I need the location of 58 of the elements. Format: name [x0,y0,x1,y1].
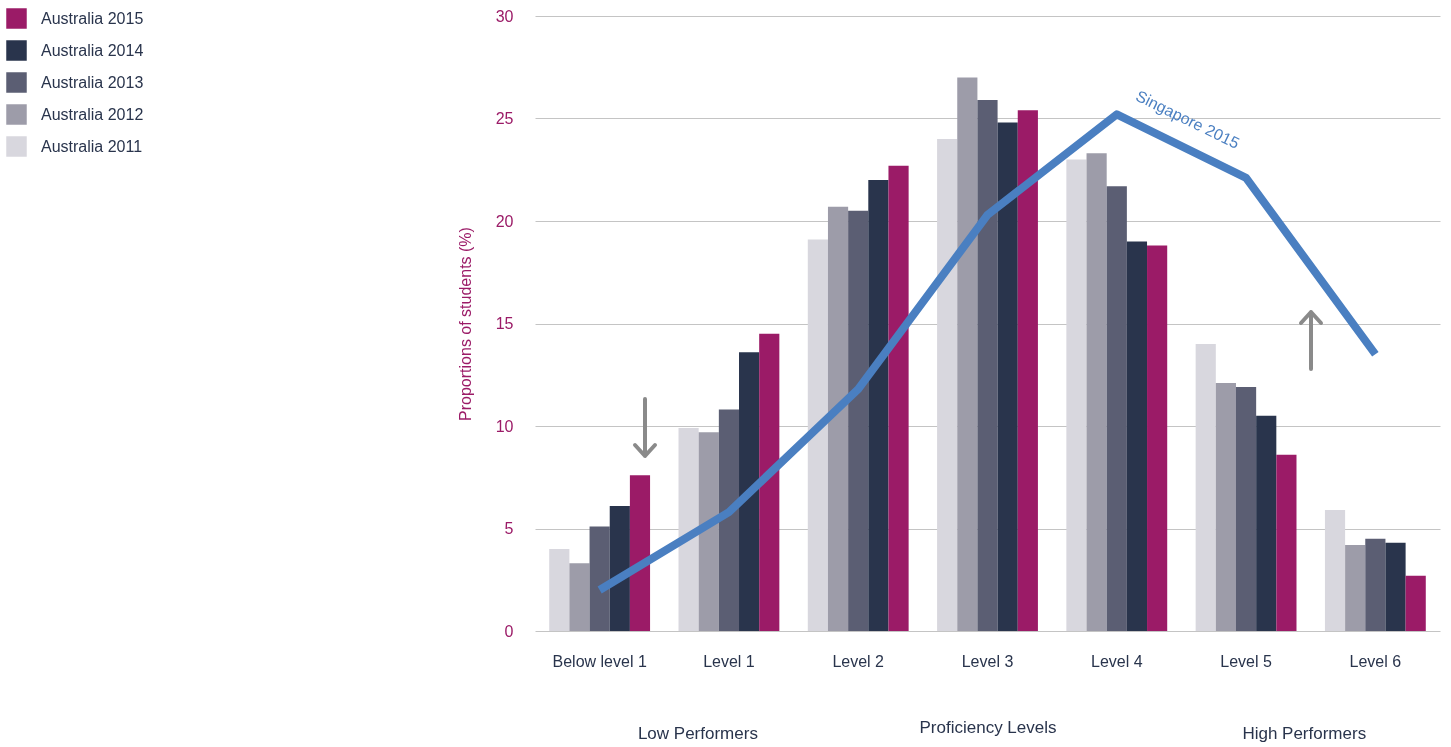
bar [569,563,590,631]
bar [698,432,719,631]
bar [678,428,699,631]
x-axis-title: Proficiency Levels [919,717,1057,737]
y-tick-label: 10 [495,417,514,435]
bar [589,526,610,631]
bar [848,210,869,631]
bar [868,180,889,631]
bar [739,352,760,631]
bar [1235,387,1257,631]
legend-label: Australia 2014 [41,41,144,59]
y-tick-label: 5 [504,520,514,537]
x-tick-label: Level 2 [832,652,885,670]
legend-label: Australia 2015 [41,9,144,27]
bar [629,475,651,631]
bar [1066,159,1087,631]
legend-label: Australia 2013 [41,73,144,91]
x-tick-label: Level 1 [703,652,755,670]
bar [1405,575,1426,631]
bar [609,505,630,631]
bar [718,409,740,631]
y-tick-label: 30 [495,7,514,25]
bar [1195,344,1216,631]
bar [759,333,780,631]
bar [1324,510,1346,631]
legend-label: Australia 2012 [41,105,144,123]
text: High Performers [1242,724,1367,743]
bar [1345,544,1366,631]
y-tick-label: 15 [495,315,514,332]
bar [937,139,958,631]
y-tick-label: 20 [495,212,514,230]
bar [1365,538,1386,631]
bar [1017,110,1038,631]
bar [1215,382,1236,631]
x-tick-label: Level 3 [961,652,1014,670]
bar [977,100,998,631]
bar [1086,153,1107,631]
bar [888,165,909,631]
y-tick-label: 25 [495,110,514,127]
bar [1385,542,1406,631]
text: Low Performers [637,724,758,743]
x-tick-label: Below level 1 [552,652,647,670]
bar [807,239,828,631]
bar [1276,454,1297,631]
bar [827,206,849,631]
bar [997,122,1018,631]
bar [549,549,570,631]
x-tick-label: Level 5 [1220,652,1272,670]
x-tick-label: Level 4 [1090,652,1143,670]
bar [1256,415,1277,631]
y-axis-title: Proportions of students (%) [456,227,474,421]
x-tick-label: Level 6 [1349,652,1402,670]
legend-label: Australia 2011 [41,137,143,155]
bar [1126,241,1148,631]
bar [957,77,978,631]
y-tick-label: 0 [504,622,514,640]
bar [1106,186,1127,631]
bar [1147,245,1168,631]
